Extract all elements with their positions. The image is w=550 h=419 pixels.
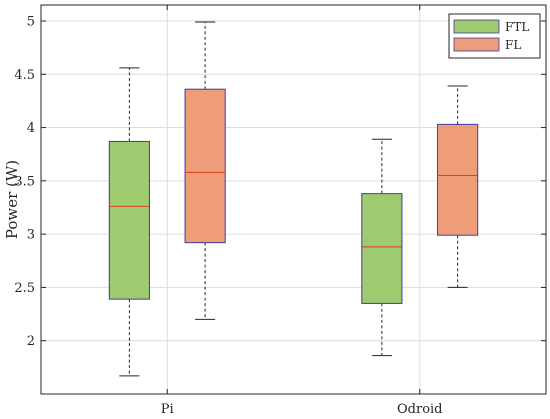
x-tick-label-pi: Pi: [161, 402, 174, 417]
y-tick-label: 4.5: [14, 68, 35, 83]
box-group: [108, 21, 479, 377]
box-iqr: [108, 140, 150, 300]
y-axis-label: Power (W): [3, 160, 21, 239]
legend-label-fl: FL: [505, 38, 521, 52]
plot-frame: [40, 4, 547, 395]
box-fl-odroid: [437, 85, 479, 288]
box-ftl-odroid: [361, 138, 403, 357]
legend-label-ftl: FTL: [505, 20, 529, 34]
x-axis: Pi Odroid: [161, 5, 443, 417]
y-tick-label: 3: [27, 228, 35, 243]
box-ftl-pi: [108, 67, 150, 377]
box-iqr: [184, 88, 226, 244]
y-tick-label: 5: [27, 14, 35, 29]
x-tick-label-odroid: Odroid: [397, 402, 443, 417]
legend-swatch-ftl: [453, 19, 500, 34]
y-tick-label: 2: [27, 334, 35, 349]
y-tick-label: 4: [27, 121, 35, 136]
legend: FTL FL: [448, 13, 541, 59]
box-iqr: [437, 123, 479, 236]
box-iqr: [361, 193, 403, 304]
box-fl-pi: [184, 21, 226, 320]
y-tick-label: 3.5: [14, 174, 35, 189]
legend-swatch-fl: [453, 37, 500, 52]
y-axis: 2 2.5 3 3.5 4 4.5 5: [14, 14, 546, 349]
y-tick-label: 2.5: [14, 281, 35, 296]
